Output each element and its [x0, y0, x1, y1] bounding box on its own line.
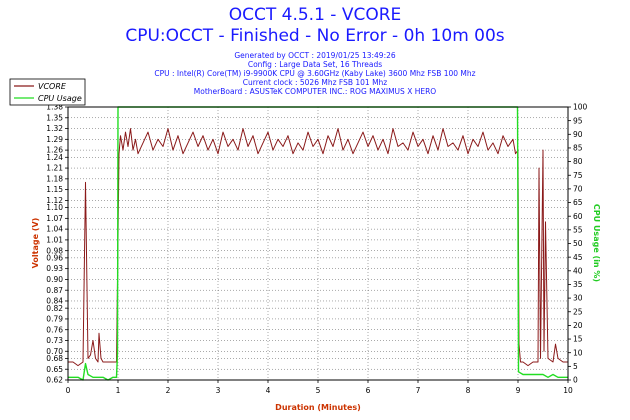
y-right-tick-label: 10 — [573, 348, 583, 357]
x-tick-label: 1 — [116, 386, 121, 395]
y-right-tick-label: 20 — [573, 321, 583, 330]
y-tick-label: 1.38 — [46, 103, 63, 112]
y-right-tick-label: 5 — [573, 362, 578, 371]
y-right-tick-label: 85 — [573, 144, 583, 153]
y-right-tick-label: 35 — [573, 280, 583, 289]
y-tick-label: 0.68 — [46, 354, 63, 363]
x-tick-label: 10 — [563, 386, 573, 395]
info-clock: Current clock : 5026 Mhz FSB 101 Mhz — [243, 78, 388, 87]
x-tick-label: 9 — [516, 386, 521, 395]
series-line-cpu-usage — [68, 106, 568, 381]
y-tick-label: 1.10 — [46, 203, 63, 212]
y-tick-label: 1.26 — [46, 146, 63, 155]
y-tick-label: 0.90 — [46, 275, 63, 284]
x-tick-label: 2 — [166, 386, 171, 395]
series-line-vcore — [68, 128, 568, 367]
y-right-tick-label: 45 — [573, 253, 583, 262]
legend: VCORE CPU Usage — [9, 78, 86, 106]
x-tick-label: 3 — [216, 386, 221, 395]
y-tick-label: 1.04 — [46, 225, 63, 234]
y-tick-label: 1.29 — [46, 135, 63, 144]
y-right-tick-label: 50 — [573, 239, 583, 248]
x-tick-label: 4 — [266, 386, 271, 395]
y-tick-label: 0.87 — [46, 286, 63, 295]
legend-box — [9, 78, 86, 106]
x-tick-label: 6 — [366, 386, 371, 395]
y-right-tick-label: 40 — [573, 266, 583, 275]
y-tick-label: 1.15 — [46, 185, 63, 194]
y-tick-label: 1.21 — [46, 164, 63, 173]
y-axis-left-ticks: 0.62 0.65 0.680.70 0.73 0.760.79 0.820.84 0.87… — [46, 103, 68, 385]
x-axis-label: Duration (Minutes) — [275, 403, 361, 412]
legend-label-vcore: VCORE — [38, 82, 67, 91]
y-tick-label: 1.24 — [46, 153, 63, 162]
y-tick-label: 0.73 — [46, 336, 63, 345]
y-tick-label: 0.93 — [46, 264, 63, 273]
y-tick-label: 0.82 — [46, 304, 63, 313]
y-tick-label: 0.98 — [46, 246, 63, 255]
y-right-tick-label: 100 — [573, 103, 588, 112]
y-right-tick-label: 95 — [573, 116, 583, 125]
y-right-tick-label: 25 — [573, 307, 583, 316]
y-right-tick-label: 30 — [573, 294, 583, 303]
y-tick-label: 1.35 — [46, 113, 63, 122]
y-tick-label: 0.76 — [46, 325, 63, 334]
y-tick-label: 0.96 — [46, 253, 63, 262]
chart-subtitle: CPU:OCCT - Finished - No Error - 0h 10m … — [125, 26, 504, 46]
y-tick-label: 0.62 — [46, 376, 63, 385]
y-tick-label: 0.79 — [46, 315, 63, 324]
x-tick-label: 5 — [316, 386, 321, 395]
y-right-tick-label: 90 — [573, 130, 583, 139]
x-tick-label: 8 — [466, 386, 471, 395]
info-config: Config : Large Data Set, 16 Threads — [248, 60, 382, 69]
y-axis-left-label: Voltage (V) — [31, 218, 40, 269]
y-right-tick-label: 80 — [573, 157, 583, 166]
info-cpu: CPU : Intel(R) Core(TM) i9-9900K CPU @ 3… — [154, 69, 475, 78]
y-right-tick-label: 60 — [573, 212, 583, 221]
y-right-tick-label: 75 — [573, 171, 583, 180]
info-motherboard: MotherBoard : ASUSTeK COMPUTER INC.: ROG… — [194, 87, 437, 96]
y-right-tick-label: 15 — [573, 335, 583, 344]
x-tick-label: 7 — [416, 386, 421, 395]
y-right-tick-label: 55 — [573, 225, 583, 234]
y-right-tick-label: 0 — [573, 376, 578, 385]
y-right-tick-label: 70 — [573, 185, 583, 194]
legend-label-cpu-usage: CPU Usage — [38, 94, 82, 103]
x-axis-ticks: 0 1 2 3 4 5 6 7 8 9 10 — [66, 380, 573, 395]
y-tick-label: 0.65 — [46, 365, 63, 374]
y-axis-right-ticks: 0 5 10 15 20 25 30 35 40 45 50 55 60 65 70 75 80 85 90 95 10… — [568, 103, 588, 385]
y-tick-label: 1.07 — [46, 214, 63, 223]
chart-title: OCCT 4.5.1 - VCORE — [229, 5, 402, 25]
y-tick-label: 0.84 — [46, 297, 63, 306]
info-generated: Generated by OCCT : 2019/01/25 13:49:26 — [234, 51, 396, 60]
series-lines — [68, 106, 568, 381]
y-tick-label: 1.12 — [46, 196, 63, 205]
plot-frame — [67, 106, 569, 381]
y-tick-label: 1.01 — [46, 236, 63, 245]
x-tick-label: 0 — [66, 386, 71, 395]
y-right-tick-label: 65 — [573, 198, 583, 207]
y-axis-right-label: CPU Usage (in %) — [592, 204, 601, 282]
y-tick-label: 0.70 — [46, 347, 63, 356]
y-tick-label: 1.18 — [46, 174, 63, 183]
y-tick-label: 1.32 — [46, 124, 63, 133]
grid-lines — [67, 106, 569, 381]
